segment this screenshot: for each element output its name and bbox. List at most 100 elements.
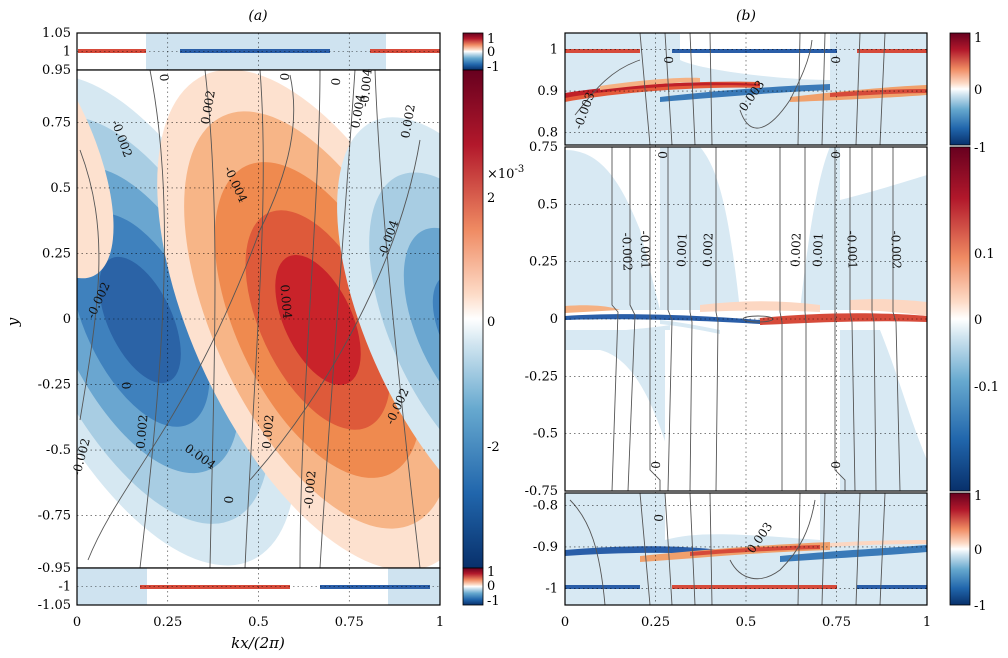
y-tick-b-2-1: -0.9 <box>533 540 558 555</box>
y-tick-a-1: 1 <box>63 45 71 60</box>
contour-label-a-3: 0.004 <box>348 93 368 130</box>
y-tick-a-2: 0.95 <box>42 63 71 78</box>
colorbar-b-main-tick-0: 0.1 <box>974 247 995 262</box>
contour-label-b-6: -0.001 <box>637 230 652 269</box>
contour-label-b-13: 0 <box>829 151 843 159</box>
panel-a-ylabel: y <box>4 317 22 327</box>
colorbar-a-top-tick-2: -1 <box>487 60 500 75</box>
panel-a: 0 0.25 0.5 0.75 1 1.05 1 0.95 0.75 0.5 0.25 0 -0.25 -… <box>38 26 444 630</box>
colorbar-b-main-tick-2: -0.1 <box>974 380 999 395</box>
contour-label-a-7: 0.002 <box>134 414 151 449</box>
colorbar-b-bottom-tick-2: -1 <box>974 599 987 614</box>
y-tick-a-7: -0.25 <box>38 378 71 393</box>
y-tick-a-0: 1.05 <box>42 26 71 41</box>
contour-label-a-14: 0.004 <box>278 284 295 320</box>
y-tick-b-0-1: 0.9 <box>537 84 558 99</box>
contour-label-b-7: 0.001 <box>674 232 689 267</box>
colorbar-b-top-tick-1: 0 <box>974 83 982 98</box>
colorbar-a-bottom-tick-2: -1 <box>487 594 500 609</box>
bottom-strip-blue-left <box>77 568 147 605</box>
colorbar-a-top-tick-0: 1 <box>487 32 495 47</box>
contour-label-a-15: 0.002 <box>398 103 418 139</box>
contour-label-b-1: 0 <box>662 56 676 64</box>
y-tick-b-1-0: 0.75 <box>529 140 558 155</box>
colorbar-a-main-tick-2: -2 <box>487 440 500 455</box>
colorbar-a-top <box>462 32 484 71</box>
contour-label-a-13: 0.002 <box>260 414 277 449</box>
panel-a-main-field <box>77 70 440 568</box>
contour-label-b-8: 0.002 <box>700 232 715 267</box>
y-tick-a-11: -1 <box>58 580 71 595</box>
y-tick-a-6: 0 <box>63 312 71 327</box>
colorbar-a-main <box>462 69 484 569</box>
contour-label-b-5: -0.002 <box>619 232 634 271</box>
contour-label-a-10: -0.002 <box>301 470 318 509</box>
panel-b: 0 0.25 0.5 0.75 110.90.80.750.50.250-0.25-0.… <box>525 32 931 630</box>
y-tick-b-2-2: -1 <box>545 581 558 596</box>
x-tick-b-4: 1 <box>923 615 931 630</box>
y-tick-b-1-4: -0.25 <box>525 369 558 384</box>
y-tick-b-1-3: 0 <box>550 312 558 327</box>
contour-label-b-15: 0 <box>829 461 843 469</box>
contour-label-b-14: 0 <box>649 461 663 469</box>
colorbar-a-top-tick-1: 0 <box>487 45 495 60</box>
panel-a-title: (a) <box>248 8 267 24</box>
y-tick-a-5: 0.25 <box>42 246 71 261</box>
panel-a-xlabel: kx/(2π) <box>231 634 285 652</box>
x-tick-b-2: 0.5 <box>736 615 757 630</box>
colorbar-a-main-tick-0: 2 <box>487 191 495 206</box>
contour-label-b-11: -0.001 <box>844 230 859 269</box>
x-tick-b-0: 0 <box>561 615 569 630</box>
colorbar-b-main-tick-1: 0 <box>974 313 982 328</box>
x-tick-a-2: 0.5 <box>248 615 269 630</box>
colorbar-a-bottom <box>462 567 484 606</box>
contour-label-b-9: 0.002 <box>788 232 803 267</box>
y-tick-a-10: -0.95 <box>38 561 71 576</box>
contour-label-b-12: -0.002 <box>888 230 903 269</box>
contour-label-b-3: 0 <box>829 56 843 64</box>
colorbar-b-top <box>949 32 971 146</box>
y-tick-b-0-2: 0.8 <box>537 126 558 141</box>
contour-label-a-18: 0 <box>278 72 293 81</box>
colorbar-b-bottom-tick-1: 0 <box>974 543 982 558</box>
contour-label-a-1: 0.002 <box>198 89 218 125</box>
contour-label-a-19: 0 <box>329 77 344 86</box>
y-tick-b-2-0: -0.8 <box>533 498 558 513</box>
y-tick-a-12: -1.05 <box>38 598 71 613</box>
colorbar-b-top-tick-0: 1 <box>974 31 982 46</box>
x-tick-b-1: 0.25 <box>641 615 670 630</box>
x-tick-a-3: 0.75 <box>335 615 364 630</box>
y-tick-b-1-6: -0.75 <box>525 484 558 499</box>
contour-label-b-17: 0 <box>652 514 666 522</box>
y-tick-a-4: 0.5 <box>50 181 71 196</box>
colorbar-b-top-tick-2: -1 <box>974 141 987 156</box>
y-tick-b-1-5: -0.5 <box>533 427 558 442</box>
contour-label-b-10: 0.001 <box>810 232 825 267</box>
colorbar-a-bottom-tick-0: 1 <box>487 565 495 580</box>
y-tick-b-1-2: 0.25 <box>529 255 558 270</box>
panel-b-colorbars: 1 0 -1 0.1 0 -0.1 1 0 -1 <box>949 31 999 614</box>
y-tick-b-1-1: 0.5 <box>537 197 558 212</box>
colorbar-a-main-tick-1: 0 <box>487 315 495 330</box>
x-tick-a-4: 1 <box>436 615 444 630</box>
y-tick-a-9: -0.75 <box>38 509 71 524</box>
colorbar-a-exponent: ×10-3 <box>487 164 524 182</box>
x-tick-b-3: 0.75 <box>822 615 851 630</box>
colorbar-a-bottom-tick-1: 0 <box>487 579 495 594</box>
panel-a-colorbars: 1 0 -1 ×10-3 2 0 -2 1 0 -1 <box>462 32 524 609</box>
contour-label-a-17: -0.004 <box>357 68 374 108</box>
x-tick-a-1: 0.25 <box>153 615 182 630</box>
panel-b-title: (b) <box>736 8 756 24</box>
colorbar-b-main <box>949 146 971 492</box>
y-tick-a-8: -0.5 <box>46 443 71 458</box>
y-tick-a-3: 0.75 <box>42 115 71 130</box>
contour-label-a-9: 0 <box>222 495 237 504</box>
contour-label-a-4: 0 <box>157 73 172 82</box>
y-tick-b-0-0: 1 <box>550 43 558 58</box>
colorbar-b-bottom-tick-0: 1 <box>974 489 982 504</box>
colorbar-b-bottom <box>949 492 971 606</box>
contour-label-a-6: 0 <box>119 381 134 390</box>
contour-label-b-4: 0 <box>656 151 670 159</box>
x-tick-a-0: 0 <box>73 615 81 630</box>
